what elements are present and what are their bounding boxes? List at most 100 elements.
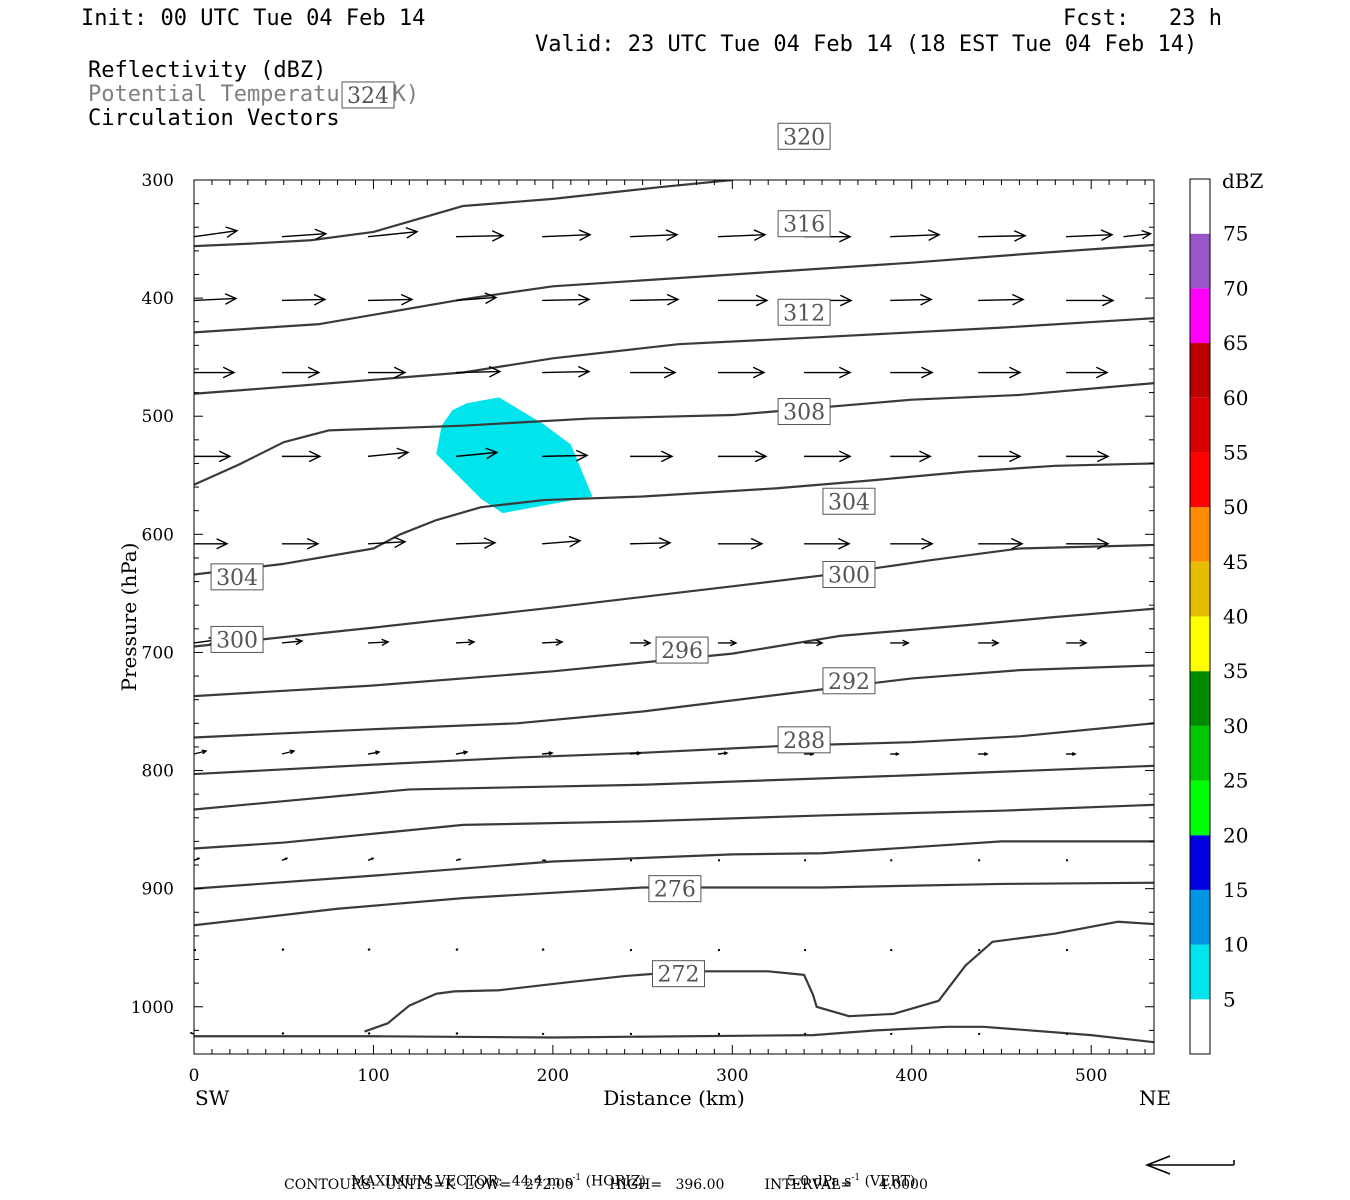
- circulation-vector: [542, 293, 591, 306]
- vector-dot: [367, 1032, 371, 1035]
- circulation-vector: [630, 366, 677, 379]
- colorbar-segment: [1190, 616, 1210, 672]
- vector-shaft: [193, 229, 238, 238]
- vector-head: [483, 537, 497, 549]
- contour-label-288-box: [777, 726, 831, 754]
- x-tick-label: 200: [537, 1066, 569, 1086]
- colorbar-segment: [1190, 343, 1210, 398]
- valid-time: Valid: 23 UTC Tue 04 Feb 14 (18 EST Tue …: [535, 32, 1198, 57]
- vector-head: [306, 537, 320, 550]
- colorbar-label: 50: [1223, 495, 1248, 519]
- y-tick-label: 300: [142, 171, 174, 191]
- contour-label-320: 320: [783, 125, 825, 150]
- vector-shaft: [630, 233, 678, 238]
- circulation-vector: [542, 638, 564, 646]
- colorbar-segment: [1190, 999, 1210, 1054]
- vector-shaft: [542, 454, 588, 458]
- circulation-vector: [455, 230, 505, 242]
- circulation-vector: [368, 536, 407, 549]
- contour-label-304: 304: [828, 490, 870, 515]
- contour-label-276-box: [648, 875, 702, 903]
- circulation-vector: [455, 365, 502, 378]
- circulation-vector: [978, 293, 1025, 306]
- horiz-tag: (HORIZ): [585, 1173, 646, 1190]
- circulation-vector: [281, 948, 285, 951]
- circulation-vector: [1066, 450, 1110, 463]
- plot-frame: [193, 179, 1155, 1055]
- vector-head: [543, 859, 547, 862]
- vector-shaft: [630, 298, 679, 302]
- colorbar-label: 5: [1223, 987, 1236, 1011]
- x-end-label-left: SW: [195, 1086, 230, 1110]
- vector-head: [838, 230, 852, 243]
- vector-shaft: [367, 751, 380, 755]
- vector-head: [548, 751, 554, 756]
- vector-dot: [455, 948, 459, 951]
- circulation-vector: [193, 857, 201, 861]
- circulation-vector: [890, 752, 900, 756]
- vector-head: [381, 638, 390, 646]
- theta-contour-unlabeled-3: [194, 840, 1154, 890]
- field-circulation-vectors: Circulation Vectors: [88, 106, 340, 131]
- vector-shaft: [542, 370, 590, 374]
- circulation-vector: [193, 749, 208, 755]
- x-tick-label: 400: [896, 1066, 928, 1086]
- circulation-vector: [455, 750, 469, 755]
- colorbar-frame: [1189, 178, 1211, 1055]
- vector-head: [201, 749, 208, 755]
- contour-label-extra-1: 300: [216, 628, 258, 653]
- vector-shaft: [542, 298, 590, 302]
- circulation-vector: [804, 450, 852, 463]
- circulation-vector: [542, 449, 589, 462]
- contour-label-308: 308: [783, 400, 825, 425]
- circulation-vector: [281, 1032, 285, 1035]
- vector-shaft: [1066, 233, 1113, 238]
- circulation-vector: [717, 366, 766, 379]
- theta-contour-312: [194, 317, 1154, 395]
- vector-head: [1071, 752, 1077, 757]
- vector-shaft: [368, 641, 389, 644]
- vector-shaft: [281, 640, 302, 644]
- circulation-vector: [890, 450, 932, 463]
- circulation-vector: [978, 230, 1027, 242]
- colorbar-label: 10: [1223, 933, 1248, 957]
- vector-head: [919, 450, 932, 463]
- vector-head: [488, 365, 502, 378]
- footer-max-vector: MAXIMUM VECTOR: 44.4 m s-1 (HORIZ): [342, 1157, 646, 1190]
- vector-head: [314, 228, 328, 241]
- vector-head: [371, 857, 375, 861]
- vector-head: [752, 366, 766, 379]
- vert-unit-sup: -1: [851, 1173, 861, 1183]
- vector-shaft: [281, 298, 325, 302]
- max-vector-label: MAXIMUM VECTOR:: [350, 1173, 503, 1190]
- colorbar-segment: [1190, 507, 1210, 562]
- circulation-vector: [717, 450, 768, 463]
- colorbar-segment: [1190, 889, 1210, 945]
- circulation-vector: [368, 638, 390, 646]
- contour-label-320-box: [777, 122, 831, 150]
- circulation-vector: [455, 638, 476, 646]
- circulation-vector: [1066, 366, 1109, 379]
- forecast-hour: Fcst: 23 h: [1063, 6, 1222, 31]
- circulation-vector: [890, 537, 934, 550]
- vector-head: [568, 535, 582, 548]
- circulation-vector: [542, 229, 592, 241]
- theta-contour-unlabeled-4: [194, 803, 1154, 850]
- theta-contour-276: [194, 881, 1154, 927]
- vector-shaft: [455, 234, 503, 238]
- colorbar-label: 55: [1223, 440, 1248, 464]
- circulation-vector: [978, 450, 1022, 463]
- contour-label-316-box: [777, 210, 831, 238]
- vector-head: [729, 639, 738, 647]
- reflectivity-area: [436, 397, 593, 514]
- theta-contour-316: [194, 243, 1154, 334]
- vector-head: [393, 366, 407, 379]
- colorbar-label: 70: [1223, 276, 1248, 300]
- colorbar-segment: [1190, 835, 1210, 890]
- contour-label-292: 292: [828, 670, 870, 695]
- circulation-vector: [367, 447, 410, 460]
- circulation-vector: [630, 229, 679, 241]
- vector-shaft: [542, 233, 591, 238]
- colorbar-segment: [1190, 671, 1210, 726]
